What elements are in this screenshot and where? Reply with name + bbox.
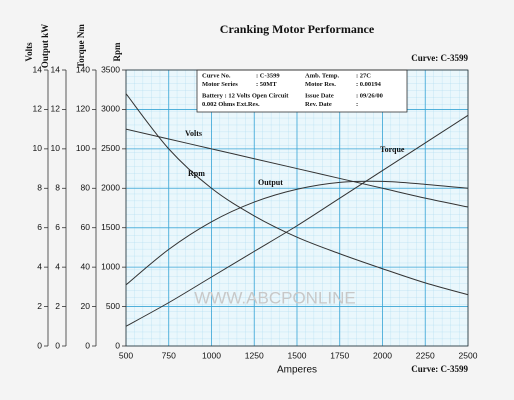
x-tick-label: 750: [162, 350, 176, 360]
y-tick-label: 14: [51, 64, 61, 74]
y-tick-label: 4: [55, 261, 60, 271]
y-tick-label: 40: [81, 261, 91, 271]
series-line: [125, 114, 469, 327]
info-text: Rev. Date: [305, 101, 332, 108]
series-line: [125, 180, 469, 286]
y-tick-label: 500: [106, 301, 120, 311]
y-tick-label: 6: [55, 222, 60, 232]
x-tick-label: 1000: [202, 350, 221, 360]
y-axis-title: Torque Nm: [76, 24, 86, 68]
x-tick-label: 500: [119, 350, 133, 360]
info-text: : 0.00194: [356, 81, 382, 88]
y-tick-label: 10: [33, 143, 43, 153]
info-text: : 09/26/00: [356, 92, 383, 99]
y-tick-label: 14: [33, 64, 43, 74]
info-text: Curve No.: [202, 72, 231, 79]
y-tick-label: 2500: [101, 143, 120, 153]
info-text: : 50MT: [256, 81, 277, 88]
series-label: Volts: [185, 129, 202, 138]
y-tick-label: 2000: [101, 183, 120, 193]
y-tick-label: 1000: [101, 261, 120, 271]
chart-title: Cranking Motor Performance: [220, 22, 375, 36]
y-tick-label: 1500: [101, 222, 120, 232]
y-axis-title: Output kW: [40, 24, 50, 68]
info-text: : C-3599: [256, 72, 280, 79]
y-tick-label: 8: [55, 183, 60, 193]
info-text: : 27C: [356, 72, 371, 79]
x-tick-label: 1750: [330, 350, 349, 360]
watermark: WWW.ABCPONLINE: [194, 288, 356, 307]
y-tick-label: 80: [81, 183, 91, 193]
x-tick-label: 1250: [245, 350, 264, 360]
y-tick-label: 100: [76, 143, 90, 153]
y-tick-label: 12: [51, 104, 61, 114]
y-axis-title: Volts: [24, 42, 34, 62]
y-tick-label: 0: [37, 340, 42, 350]
series-label: Rpm: [188, 169, 205, 178]
curve-label: Curve: C-3599: [411, 364, 468, 374]
info-text: Motor Res.: [305, 81, 336, 88]
info-text: :: [356, 101, 358, 108]
x-tick-label: 2250: [416, 350, 435, 360]
y-tick-label: 3500: [101, 64, 120, 74]
info-text: 0.002 Ohms Ext.Res.: [202, 101, 260, 108]
y-tick-label: 3000: [101, 104, 120, 114]
series-line: [125, 128, 469, 208]
y-tick-label: 12: [33, 104, 43, 114]
y-tick-label: 20: [81, 301, 91, 311]
info-text: Amb. Temp.: [305, 72, 340, 79]
y-tick-label: 140: [76, 64, 90, 74]
x-tick-label: 1500: [288, 350, 307, 360]
y-tick-label: 0: [115, 340, 120, 350]
x-axis-title: Amperes: [277, 365, 317, 376]
y-tick-label: 0: [55, 340, 60, 350]
y-tick-label: 0: [85, 340, 90, 350]
plot-border: [125, 69, 469, 347]
info-text: Issue Date: [305, 92, 334, 99]
y-tick-label: 2: [55, 301, 60, 311]
x-tick-label: 2500: [459, 350, 478, 360]
y-tick-label: 60: [81, 222, 91, 232]
series-label: Torque: [380, 145, 405, 154]
curve-label: Curve: C-3599: [411, 53, 468, 63]
x-tick-label: 2000: [373, 350, 392, 360]
y-tick-label: 120: [76, 104, 90, 114]
info-text: Battery : 12 Volts Open Circuit: [202, 92, 289, 99]
y-tick-label: 4: [37, 261, 42, 271]
info-text: Motor Series: [202, 81, 238, 88]
y-tick-label: 2: [37, 301, 42, 311]
info-box: [196, 69, 408, 113]
series-line: [125, 93, 469, 296]
y-tick-label: 6: [37, 222, 42, 232]
y-tick-label: 10: [51, 143, 61, 153]
y-axis-title: Rpm: [112, 42, 122, 62]
series-label: Output: [258, 178, 283, 187]
y-tick-label: 8: [37, 183, 42, 193]
